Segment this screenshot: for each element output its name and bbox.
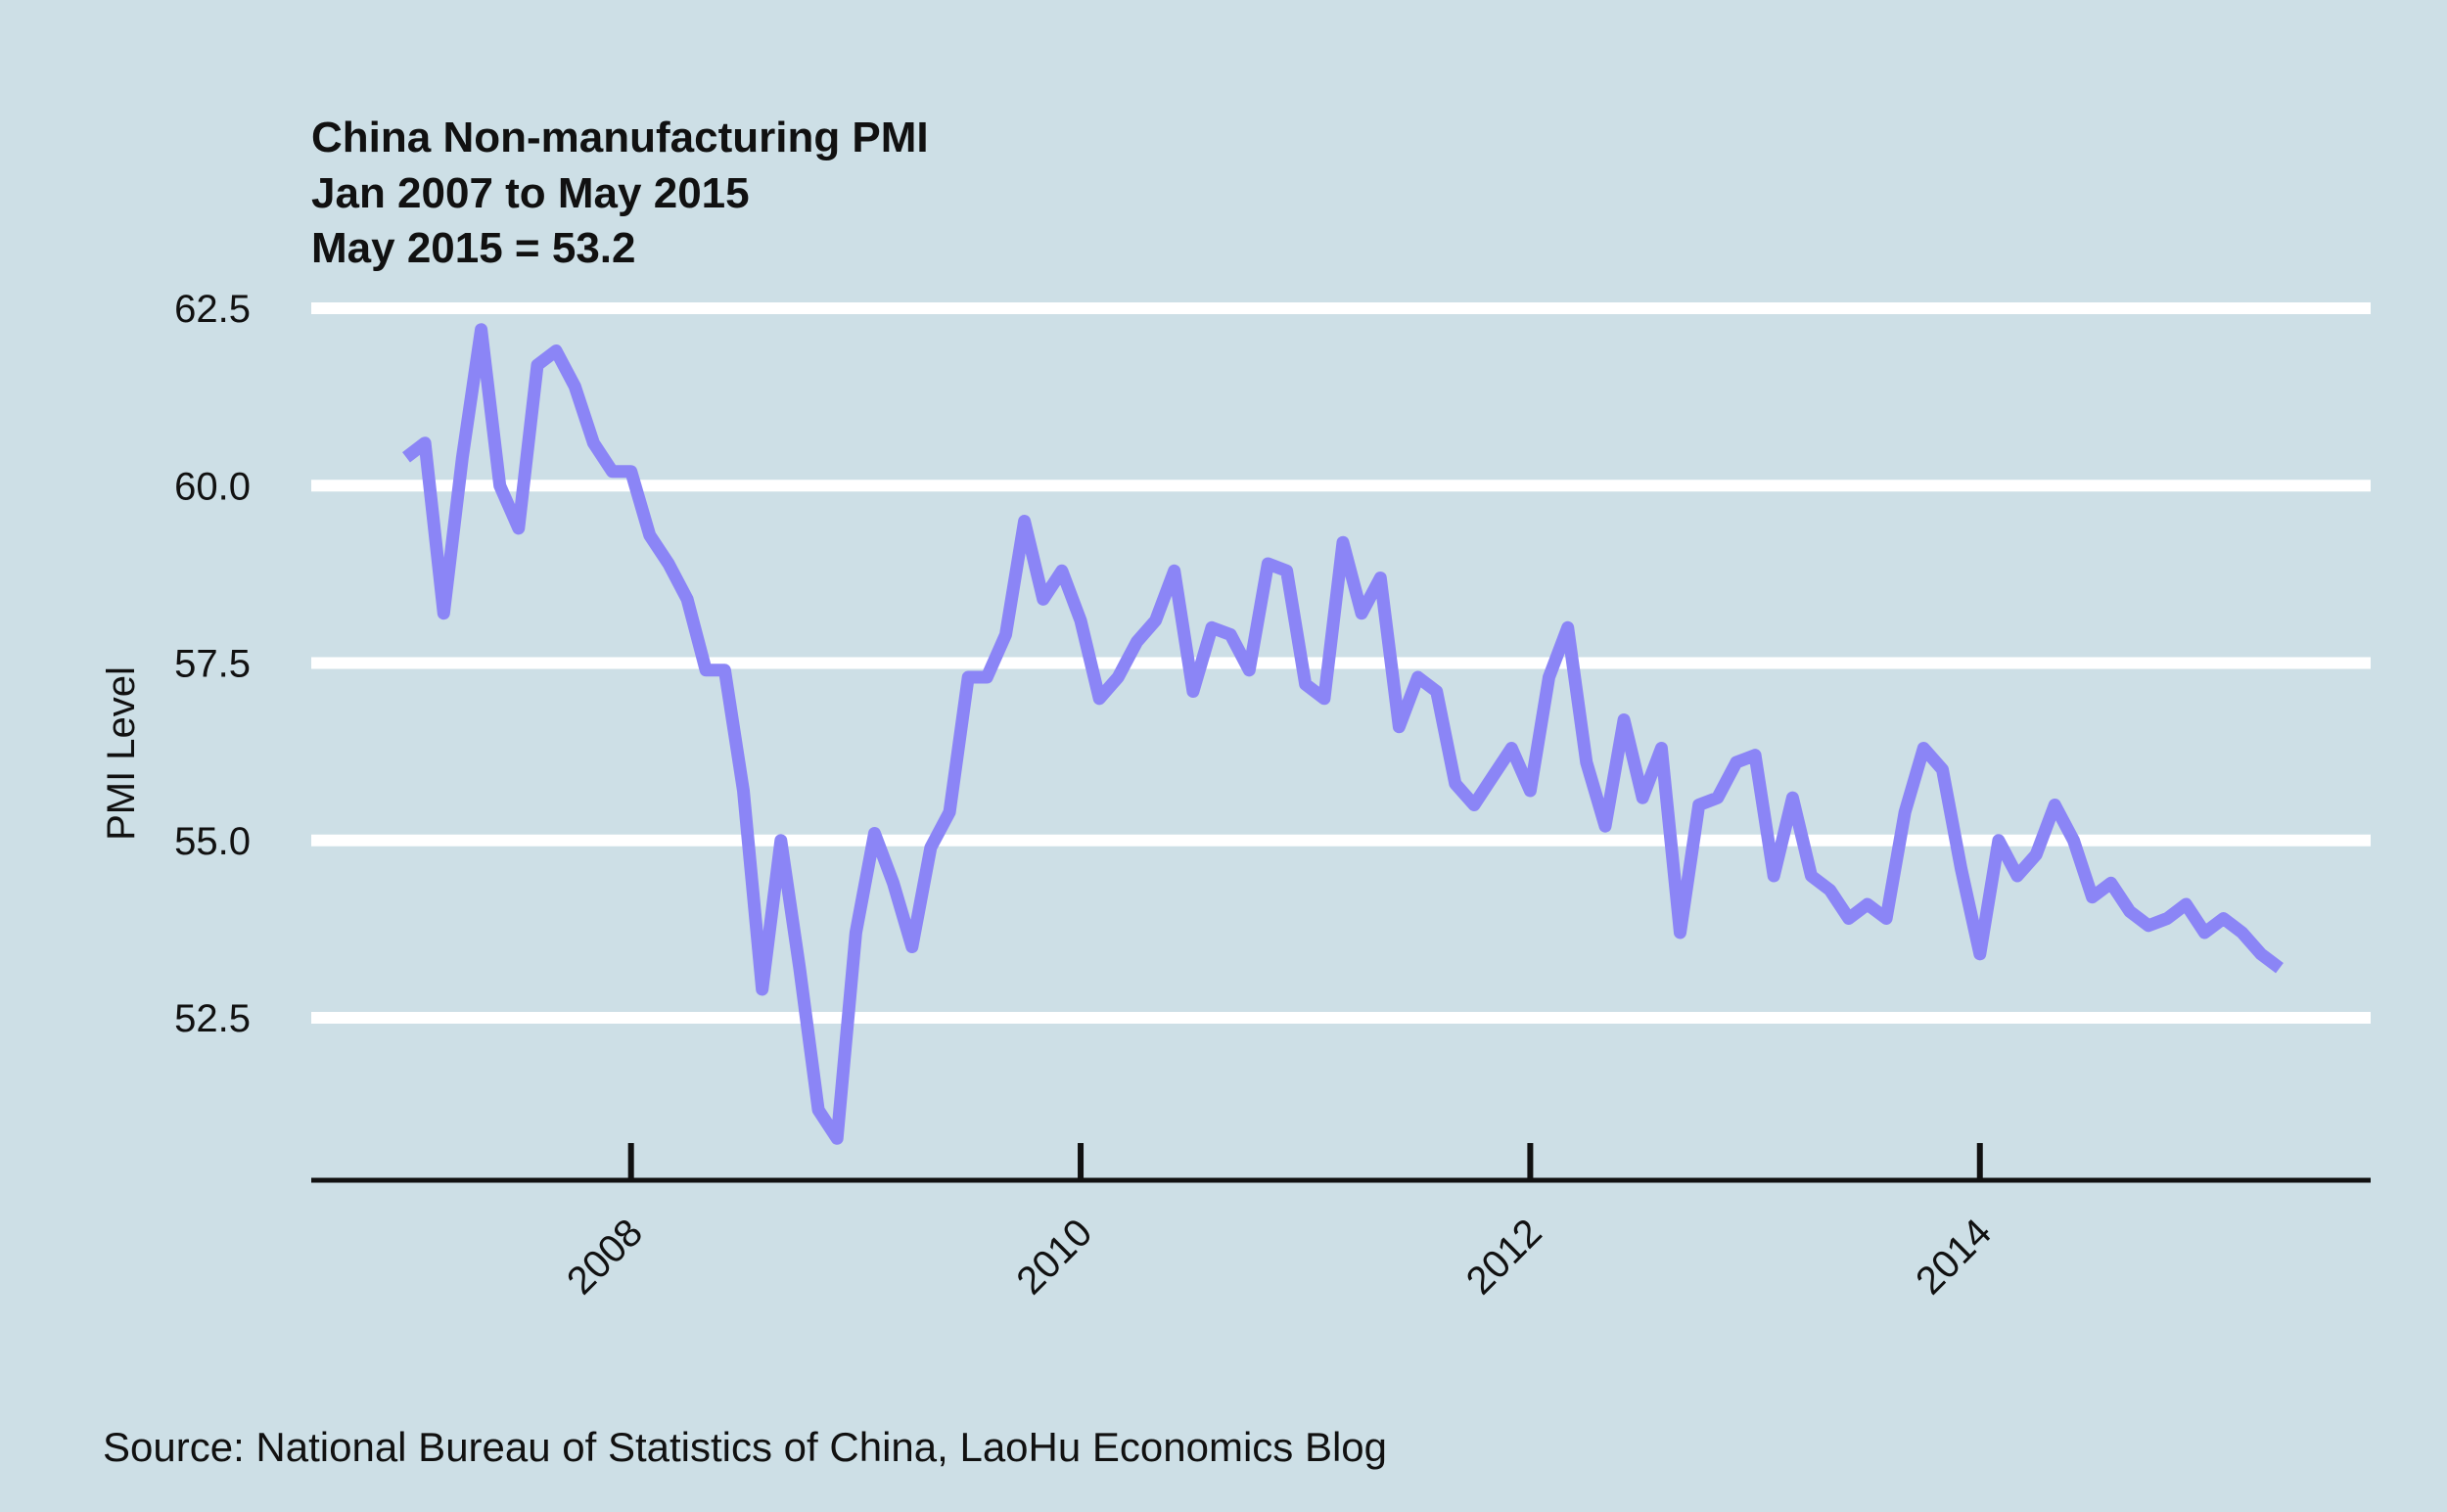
chart-title-line-3: May 2015 = 53.2: [311, 224, 635, 272]
y-tick-label-62.5: 62.5: [174, 288, 251, 331]
y-tick-label-57.5: 57.5: [174, 643, 251, 686]
y-tick-label-55.0: 55.0: [174, 820, 251, 863]
y-axis-label: PMI Level: [100, 666, 143, 841]
series-line-pmi: [402, 323, 2284, 1145]
chart-title-line-2: Jan 2007 to May 2015: [311, 169, 750, 217]
chart-title-line-1: China Non-manufacturing PMI: [311, 114, 929, 161]
y-tick-label-52.5: 52.5: [174, 997, 251, 1040]
gridlines: [311, 302, 2371, 1024]
chart-title: China Non-manufacturing PMI Jan 2007 to …: [311, 114, 929, 272]
y-axis-tick-labels: 52.5 55.0 57.5 60.0 62.5: [174, 288, 251, 1040]
source-note: Source: National Bureau of Statistics of…: [103, 1424, 1387, 1470]
y-tick-label-60.0: 60.0: [174, 465, 251, 508]
